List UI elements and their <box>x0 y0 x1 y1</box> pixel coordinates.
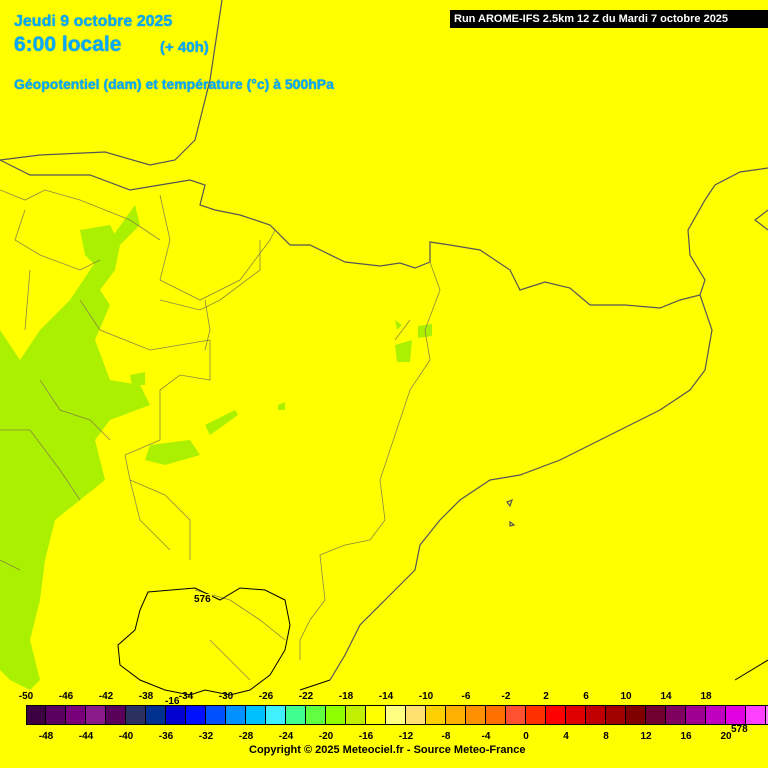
legend-swatch <box>266 705 286 725</box>
legend-tick-top: -14 <box>378 691 394 702</box>
legend-swatch <box>406 705 426 725</box>
legend-swatch <box>646 705 666 725</box>
legend-tick-bottom: 16 <box>680 731 692 742</box>
legend-tick-top: -26 <box>258 691 274 702</box>
legend-tick-bottom: -44 <box>78 731 94 742</box>
legend-swatch <box>306 705 326 725</box>
legend-swatch <box>186 705 206 725</box>
legend-swatch <box>606 705 626 725</box>
legend-swatch <box>726 705 746 725</box>
forecast-date: Jeudi 9 octobre 2025 <box>14 13 173 30</box>
legend-swatch <box>426 705 446 725</box>
legend-tick-bottom: -12 <box>398 731 414 742</box>
legend-tick-bottom: -20 <box>318 731 334 742</box>
legend-tick-bottom: -16 <box>358 731 374 742</box>
legend-tick-bottom: 8 <box>603 731 609 742</box>
legend-tick-top: 2 <box>543 691 549 702</box>
legend-tick-bottom: 12 <box>640 731 652 742</box>
legend-swatch <box>146 705 166 725</box>
legend-tick-bottom: 20 <box>720 731 732 742</box>
legend-swatch <box>106 705 126 725</box>
contour-label: -16 <box>164 696 181 707</box>
legend-tick-top: -6 <box>461 691 471 702</box>
legend-swatch <box>126 705 146 725</box>
legend-swatch <box>346 705 366 725</box>
legend-tick-bottom: -36 <box>158 731 174 742</box>
legend-swatch <box>586 705 606 725</box>
legend-swatch <box>206 705 226 725</box>
legend-tick-top: 6 <box>583 691 589 702</box>
temperature-legend <box>26 705 768 725</box>
legend-tick-top: 14 <box>660 691 672 702</box>
legend-tick-top: -30 <box>218 691 234 702</box>
legend-swatch <box>386 705 406 725</box>
legend-swatch <box>546 705 566 725</box>
legend-tick-top: -38 <box>138 691 154 702</box>
legend-tick-top: -34 <box>178 691 194 702</box>
legend-swatch <box>446 705 466 725</box>
legend-tick-bottom: -40 <box>118 731 134 742</box>
legend-swatch <box>46 705 66 725</box>
legend-tick-top: -42 <box>98 691 114 702</box>
legend-swatch <box>286 705 306 725</box>
field-title: Géopotentiel (dam) et température (°c) à… <box>14 76 334 92</box>
contour-576 <box>117 587 291 696</box>
cold-zone <box>0 205 150 690</box>
legend-tick-top: -46 <box>58 691 74 702</box>
legend-tick-top: 18 <box>700 691 712 702</box>
legend-swatch <box>466 705 486 725</box>
contour-label: 576 <box>193 594 212 605</box>
contour-label: 578 <box>730 724 749 735</box>
legend-tick-bottom: 0 <box>523 731 529 742</box>
legend-tick-top: -18 <box>338 691 354 702</box>
lead-time: (+ 40h) <box>160 39 209 56</box>
legend-swatch <box>626 705 646 725</box>
legend-swatch <box>486 705 506 725</box>
copyright: Copyright © 2025 Meteociel.fr - Source M… <box>249 744 526 756</box>
legend-swatch <box>326 705 346 725</box>
legend-tick-bottom: 4 <box>563 731 569 742</box>
legend-swatch <box>166 705 186 725</box>
legend-swatch <box>26 705 46 725</box>
legend-swatch <box>226 705 246 725</box>
legend-tick-bottom: -32 <box>198 731 214 742</box>
legend-swatch <box>526 705 546 725</box>
legend-swatch <box>746 705 766 725</box>
legend-tick-top: -10 <box>418 691 434 702</box>
legend-tick-top: -22 <box>298 691 314 702</box>
legend-tick-bottom: -8 <box>441 731 451 742</box>
legend-swatch <box>706 705 726 725</box>
legend-tick-bottom: -24 <box>278 731 294 742</box>
legend-tick-top: -2 <box>501 691 511 702</box>
legend-swatch <box>566 705 586 725</box>
model-run-banner: Run AROME-IFS 2.5km 12 Z du Mardi 7 octo… <box>450 10 768 28</box>
legend-swatch <box>686 705 706 725</box>
legend-tick-top: -50 <box>18 691 34 702</box>
legend-tick-bottom: -28 <box>238 731 254 742</box>
forecast-time: 6:00 locale <box>14 33 122 56</box>
legend-swatch <box>86 705 106 725</box>
legend-swatch <box>666 705 686 725</box>
legend-swatch <box>506 705 526 725</box>
legend-tick-top: 10 <box>620 691 632 702</box>
legend-swatch <box>246 705 266 725</box>
legend-swatch <box>66 705 86 725</box>
legend-swatch <box>366 705 386 725</box>
legend-tick-bottom: -48 <box>38 731 54 742</box>
legend-tick-bottom: -4 <box>481 731 491 742</box>
legend-swatch <box>766 705 768 725</box>
